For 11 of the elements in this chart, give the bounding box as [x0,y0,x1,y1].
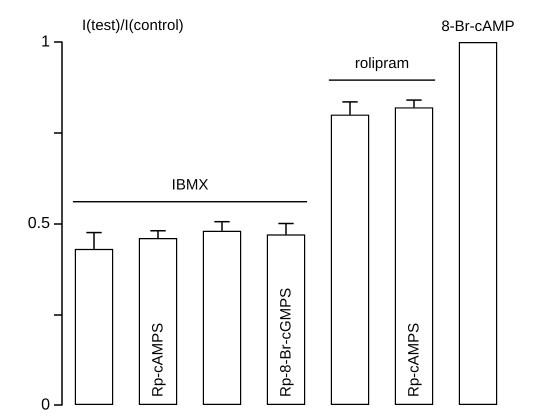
y-tick-label: 1 [41,34,50,50]
annotation: IBMX [172,176,208,194]
annotation: rolipram [354,55,410,72]
x-tick-label: Rp-cAMPS [406,322,422,397]
x-tick-label: 8-Br-cAMP [441,18,515,35]
bar [458,42,498,405]
x-tick-label: Rp-cAMPS [150,322,166,397]
y-tick-label: 0.5 [28,215,50,232]
y-tick-label: 0 [41,396,50,413]
y-axis-title: I(test)/I(control) [82,17,184,34]
x-tick-label: Rp-8-Br-cGMPS [278,288,294,397]
